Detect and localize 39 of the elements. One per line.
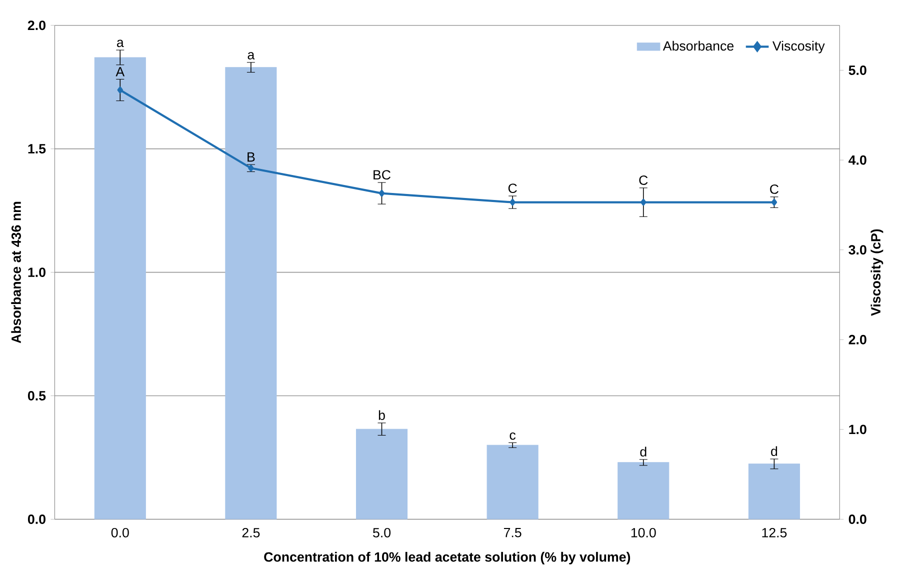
point [640, 198, 646, 206]
data-label: C [639, 175, 648, 185]
y2-tick-label: 1.0 [849, 424, 866, 434]
y-axis-title: Absorbance at 436 nm [11, 202, 21, 344]
x-tick-label: 0.0 [111, 528, 129, 538]
data-label: C [508, 183, 517, 193]
legend-label: Viscosity [772, 40, 825, 54]
x-axis-title: Concentration of 10% lead acetate solution (% by volume) [264, 552, 630, 564]
data-label: d [640, 446, 646, 456]
legend-label: Absorbance [662, 40, 734, 50]
y2-axis-title: Viscosity (cP) [870, 229, 884, 316]
y-tick-label: 0.5 [28, 390, 46, 400]
y-tick-label: 0.0 [28, 514, 46, 524]
data-label: C [770, 184, 779, 194]
y-tick-label: 1.0 [28, 267, 46, 277]
data-label: a [248, 52, 255, 60]
x-tick-label: 5.0 [373, 528, 391, 538]
x-tick-label: 10.0 [631, 528, 656, 538]
y-tick-label: 2.0 [28, 20, 46, 30]
y2-tick-label: 0.0 [848, 514, 866, 524]
data-label: A [116, 66, 125, 76]
x-tick-label: 12.5 [762, 528, 787, 538]
y2-tick-label: 3.0 [848, 244, 866, 254]
x-tick-label: 7.5 [504, 528, 522, 538]
point [378, 190, 385, 197]
y2-tick-label: 2.0 [848, 334, 866, 344]
y2-tick-label: 5.0 [848, 65, 866, 75]
point [510, 198, 516, 206]
data-label: c [510, 432, 516, 440]
data-label: a [116, 40, 124, 47]
data-label: b [378, 410, 385, 420]
data-label: BC [374, 170, 391, 180]
data-label: d [771, 446, 778, 456]
y2-tick-label: 4.0 [848, 155, 866, 165]
point [771, 198, 778, 206]
x-tick-label: 2.5 [242, 528, 260, 538]
point [117, 86, 124, 94]
y-tick-label: 1.5 [28, 144, 46, 154]
data-label: B [248, 152, 255, 162]
